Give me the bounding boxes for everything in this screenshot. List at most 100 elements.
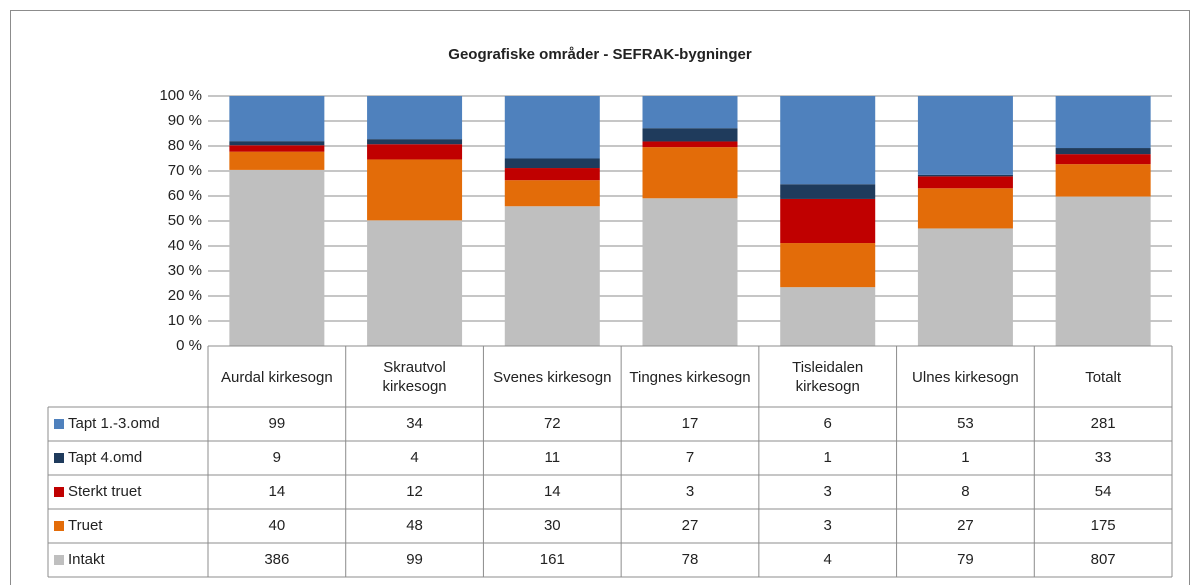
table-value: 1	[824, 449, 832, 466]
bar-segment	[780, 287, 876, 346]
table-value: 17	[682, 415, 699, 432]
table-value: 386	[264, 551, 289, 568]
y-tick-label: 90 %	[168, 112, 202, 129]
bar-segment	[642, 141, 738, 148]
bar-segment	[229, 169, 325, 346]
table-value: 27	[682, 517, 699, 534]
bar-segment	[1055, 196, 1151, 346]
legend-label: Sterkt truet	[68, 483, 142, 500]
bar-segment	[642, 128, 738, 142]
table-value: 72	[544, 415, 561, 432]
table-value: 53	[957, 415, 974, 432]
table-value: 7	[686, 449, 694, 466]
y-tick-label: 60 %	[168, 187, 202, 204]
legend-key	[54, 419, 64, 429]
legend-key	[54, 453, 64, 463]
table-value: 11	[544, 449, 560, 466]
table-value: 54	[1095, 483, 1112, 500]
bar-segment	[367, 220, 463, 346]
table-value: 78	[682, 551, 699, 568]
x-tick-label: Skrautvol kirkesogn	[382, 359, 447, 395]
chart-border	[10, 10, 1190, 585]
table-value: 807	[1091, 551, 1116, 568]
bar-segment	[367, 144, 463, 160]
table-value: 9	[273, 449, 281, 466]
bar-segment	[780, 243, 876, 288]
x-tick-label: Tingnes kirkesogn	[629, 368, 751, 386]
bar-segment	[642, 96, 738, 129]
bar-segment	[780, 96, 876, 185]
bar-segment	[504, 180, 600, 207]
bar-segment	[229, 96, 325, 142]
bar-segment	[1055, 96, 1151, 149]
table-value: 1	[961, 449, 969, 466]
bar-segment	[917, 176, 1013, 189]
table-value: 99	[406, 551, 423, 568]
table-value: 48	[406, 517, 423, 534]
bar-segment	[642, 198, 738, 346]
legend-key	[54, 555, 64, 565]
bar-segment	[1055, 148, 1151, 155]
legend-label: Intakt	[68, 551, 106, 568]
bar-segment	[504, 158, 600, 169]
bar-segment	[917, 174, 1013, 177]
bar-segment	[229, 151, 325, 170]
bar-segment	[1055, 154, 1151, 165]
bar-segment	[642, 147, 738, 199]
bar-segment	[367, 159, 463, 221]
table-value: 6	[824, 415, 832, 432]
table-value: 3	[824, 483, 832, 500]
bar-segment	[917, 96, 1013, 175]
table-value: 3	[824, 517, 832, 534]
bar-segment	[917, 188, 1013, 229]
bar-segment	[504, 96, 600, 159]
table-value: 175	[1091, 517, 1116, 534]
table-value: 12	[406, 483, 423, 500]
x-tick-label: Ulnes kirkesogn	[912, 368, 1019, 386]
table-value: 281	[1091, 415, 1116, 432]
bar-segment	[504, 168, 600, 181]
bar-segment	[780, 198, 876, 244]
bar-segment	[1055, 164, 1151, 197]
bar-segment	[504, 206, 600, 346]
x-tick-label: Totalt	[1085, 368, 1122, 386]
legend-label: Tapt 4.omd	[68, 449, 142, 466]
table-value: 27	[957, 517, 974, 534]
table-value: 3	[686, 483, 694, 500]
legend-key	[54, 521, 64, 531]
chart-title: Geografiske områder - SEFRAK-bygninger	[448, 46, 752, 63]
table-value: 99	[269, 415, 286, 432]
legend-label: Truet	[68, 517, 103, 534]
y-tick-label: 0 %	[176, 337, 202, 354]
x-tick-label: Tisleidalen kirkesogn	[792, 359, 864, 395]
bar-segment	[917, 228, 1013, 346]
y-tick-label: 80 %	[168, 137, 202, 154]
legend-key	[54, 487, 64, 497]
x-tick-label: Aurdal kirkesogn	[220, 368, 333, 386]
table-value: 40	[269, 517, 286, 534]
y-tick-label: 40 %	[168, 237, 202, 254]
table-value: 33	[1095, 449, 1112, 466]
bar-segment	[780, 184, 876, 199]
x-tick-label: Svenes kirkesogn	[493, 368, 612, 386]
y-tick-label: 10 %	[168, 312, 202, 329]
y-tick-label: 20 %	[168, 287, 202, 304]
table-value: 4	[824, 551, 832, 568]
table-value: 14	[544, 483, 561, 500]
legend-label: Tapt 1.-3.omd	[68, 415, 160, 432]
table-value: 8	[961, 483, 969, 500]
y-tick-label: 30 %	[168, 262, 202, 279]
y-tick-label: 100 %	[159, 87, 202, 104]
table-value: 161	[540, 551, 565, 568]
table-value: 14	[269, 483, 286, 500]
bar-segment	[367, 139, 463, 145]
table-value: 30	[544, 517, 561, 534]
y-tick-label: 70 %	[168, 162, 202, 179]
table-value: 79	[957, 551, 974, 568]
bar-segment	[229, 141, 325, 146]
table-value: 4	[410, 449, 418, 466]
y-tick-label: 50 %	[168, 212, 202, 229]
bar-segment	[229, 145, 325, 152]
